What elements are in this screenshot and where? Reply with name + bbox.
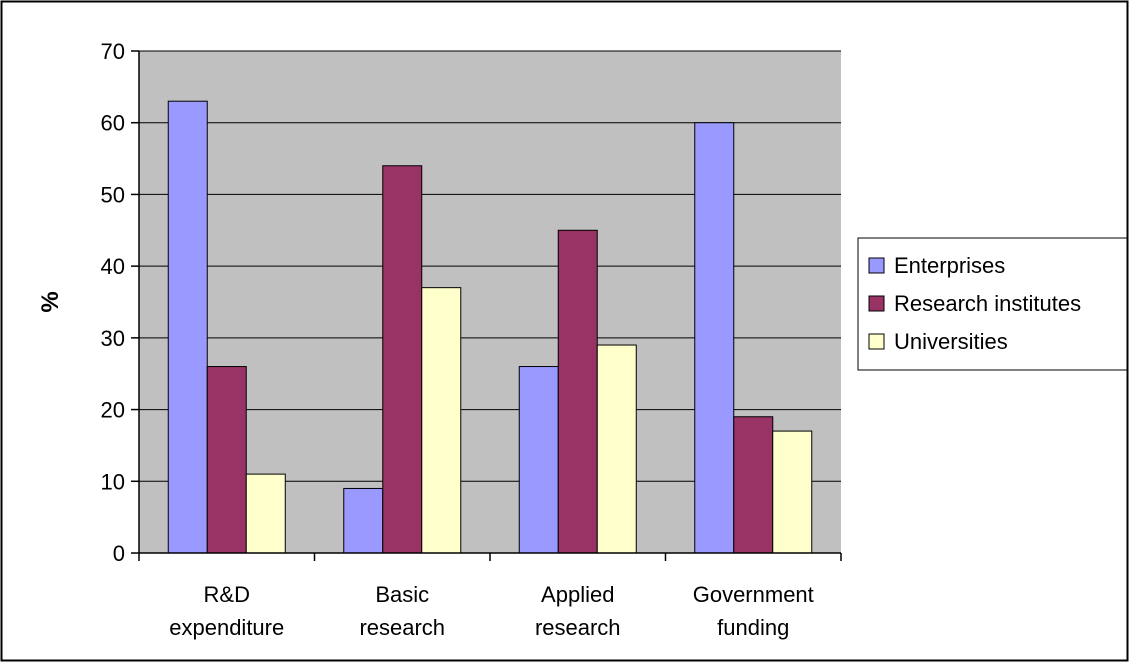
legend-swatch xyxy=(868,257,885,274)
bar-research-institutes xyxy=(557,229,598,554)
x-category-label: Government xyxy=(693,582,814,607)
x-category-label: funding xyxy=(717,615,789,640)
bar-enterprises xyxy=(518,366,559,554)
bar-research-institutes xyxy=(206,366,247,554)
axes: 0 10 20 30 40 50 60 70 R&D expenditure Basic resear… xyxy=(101,39,842,640)
legend-label: Universities xyxy=(894,329,1008,354)
y-tick-label: 60 xyxy=(101,111,125,136)
bar-universities xyxy=(245,473,286,554)
x-category-label: research xyxy=(359,615,445,640)
legend: Enterprises Research institutes Universiti… xyxy=(857,237,1128,371)
bars xyxy=(167,100,813,554)
y-tick-label: 40 xyxy=(101,254,125,279)
bar-research-institutes xyxy=(733,416,774,554)
x-category-label: research xyxy=(535,615,621,640)
x-category-label: Basic xyxy=(375,582,429,607)
x-category-label: Applied xyxy=(541,582,614,607)
y-tick-label: 70 xyxy=(101,39,125,64)
y-tick-label: 20 xyxy=(101,398,125,423)
y-tick-label: 30 xyxy=(101,326,125,351)
legend-label: Enterprises xyxy=(894,253,1005,278)
legend-swatch xyxy=(868,295,885,312)
legend-box xyxy=(857,237,1128,371)
bar-research-institutes xyxy=(382,165,423,554)
bar-universities xyxy=(596,344,637,554)
y-axis-label: % xyxy=(37,291,64,312)
bar-enterprises xyxy=(694,122,735,554)
bar-enterprises xyxy=(167,100,208,554)
y-tick-label: 50 xyxy=(101,182,125,207)
legend-swatch xyxy=(868,333,885,350)
bar-enterprises xyxy=(343,487,384,554)
x-category-label: expenditure xyxy=(169,615,284,640)
y-tick-label: 0 xyxy=(113,541,125,566)
x-category-label: R&D xyxy=(204,582,250,607)
legend-label: Research institutes xyxy=(894,291,1081,316)
y-tick-label: 10 xyxy=(101,469,125,494)
bar-universities xyxy=(772,430,813,554)
bar-universities xyxy=(421,287,462,554)
